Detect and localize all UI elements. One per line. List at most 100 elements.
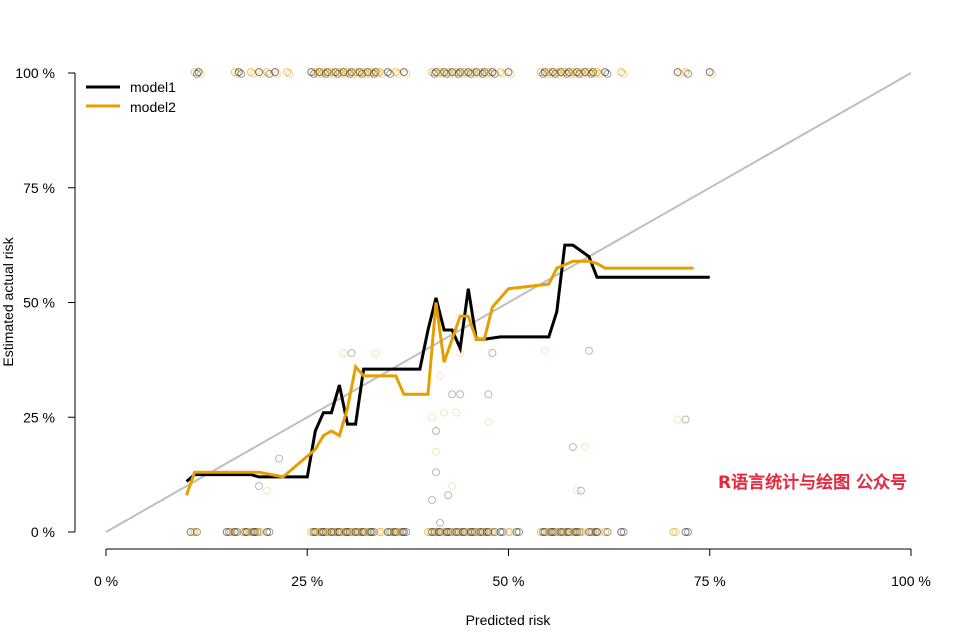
watermark-text: R语言统计与绘图 公众号 bbox=[718, 473, 908, 493]
rug-point bbox=[444, 528, 453, 536]
rug-point bbox=[434, 69, 443, 78]
rug-point bbox=[331, 528, 340, 536]
rug-point bbox=[568, 443, 577, 452]
rug-point bbox=[339, 528, 348, 536]
rug-point bbox=[313, 69, 322, 78]
rug-point bbox=[579, 528, 588, 536]
rug-point bbox=[560, 68, 569, 77]
rug-point bbox=[192, 69, 201, 78]
rug-point bbox=[254, 482, 263, 491]
rug-point bbox=[359, 528, 368, 536]
legend-model1-label: model1 bbox=[130, 79, 176, 95]
rug-point bbox=[669, 528, 678, 536]
rug-point bbox=[448, 68, 457, 77]
rug-point bbox=[315, 528, 324, 536]
rug-point bbox=[464, 528, 473, 536]
rug-point bbox=[572, 528, 581, 536]
rug-point bbox=[619, 528, 628, 536]
rug-point bbox=[580, 68, 589, 77]
legend-model2-label: model2 bbox=[130, 99, 176, 115]
rug-point bbox=[363, 528, 372, 536]
rug-point bbox=[484, 68, 493, 77]
y-axis-title: Estimated actual risk bbox=[0, 236, 16, 366]
rug-point bbox=[540, 346, 549, 355]
rug-point bbox=[307, 68, 316, 77]
rug-point bbox=[226, 528, 235, 536]
rug-point bbox=[450, 69, 459, 78]
rug-point bbox=[458, 69, 467, 78]
rug-point bbox=[325, 69, 334, 78]
rug-point bbox=[583, 69, 592, 78]
rug-point bbox=[375, 68, 384, 77]
rug-point bbox=[563, 69, 572, 78]
y-tick-label: 25 % bbox=[23, 409, 55, 425]
rug-point bbox=[319, 528, 328, 536]
rug-point bbox=[323, 68, 332, 77]
rug-point bbox=[484, 390, 493, 399]
rug-point bbox=[576, 528, 585, 536]
rug-point bbox=[311, 528, 320, 536]
rug-point bbox=[402, 69, 411, 78]
calibration-curves bbox=[185, 243, 710, 496]
rug-point bbox=[378, 69, 387, 78]
rug-point bbox=[601, 528, 610, 536]
x-tick-label: 50 % bbox=[493, 573, 525, 589]
rug-point bbox=[454, 69, 463, 78]
rug-point bbox=[347, 348, 356, 357]
rug-point bbox=[428, 68, 437, 77]
rug-point bbox=[456, 528, 465, 536]
rug-point bbox=[367, 68, 376, 77]
rug-point bbox=[323, 528, 332, 536]
rug-point bbox=[476, 528, 485, 536]
rug-point bbox=[708, 69, 717, 78]
rug-point bbox=[496, 528, 505, 536]
x-tick-label: 100 % bbox=[891, 573, 931, 589]
rug-point bbox=[480, 68, 489, 77]
rug-point bbox=[186, 528, 195, 536]
rug-point bbox=[603, 528, 612, 536]
rug-point bbox=[327, 528, 336, 536]
rug-point bbox=[196, 69, 205, 78]
rug-point bbox=[601, 68, 610, 77]
rug-point bbox=[250, 528, 259, 536]
rug-point bbox=[440, 408, 449, 417]
rug-point bbox=[263, 528, 271, 536]
rug-point bbox=[589, 68, 598, 77]
rug-point bbox=[484, 417, 493, 426]
rug-point bbox=[486, 69, 495, 78]
rug-point bbox=[675, 69, 684, 78]
rug-point bbox=[498, 69, 507, 78]
rug-point bbox=[335, 528, 344, 536]
rug-point bbox=[327, 68, 336, 77]
rug-point bbox=[428, 413, 437, 422]
rug-point bbox=[448, 482, 457, 491]
rug-point bbox=[552, 68, 561, 77]
rug-point bbox=[233, 69, 242, 78]
reference-diagonal-line bbox=[105, 72, 912, 533]
rug-point bbox=[512, 528, 521, 536]
rug-point bbox=[370, 69, 379, 78]
x-tick-label: 75 % bbox=[694, 573, 726, 589]
rug-point bbox=[263, 486, 271, 495]
y-axis: 0 % 25 % 50 % 75 % 100 % bbox=[15, 65, 76, 540]
legend: model1 model2 bbox=[86, 79, 176, 115]
rug-point bbox=[684, 528, 693, 536]
rug-point bbox=[472, 528, 481, 536]
rug-point bbox=[560, 528, 569, 536]
rug-point bbox=[254, 528, 263, 536]
rug-point bbox=[673, 68, 682, 77]
x-tick-label: 0 % bbox=[94, 573, 118, 589]
rug-point bbox=[366, 69, 375, 78]
rug-point bbox=[444, 68, 453, 77]
rug-point bbox=[275, 454, 284, 463]
rug-point bbox=[383, 528, 392, 536]
rug-point bbox=[319, 68, 328, 77]
x-axis-title: Predicted risk bbox=[466, 612, 552, 628]
rug-point bbox=[460, 68, 469, 77]
rug-point bbox=[222, 528, 231, 536]
rug-point bbox=[589, 528, 598, 536]
rug-point bbox=[440, 528, 449, 536]
rug-point bbox=[474, 69, 483, 78]
y-tick-label: 75 % bbox=[23, 180, 55, 196]
